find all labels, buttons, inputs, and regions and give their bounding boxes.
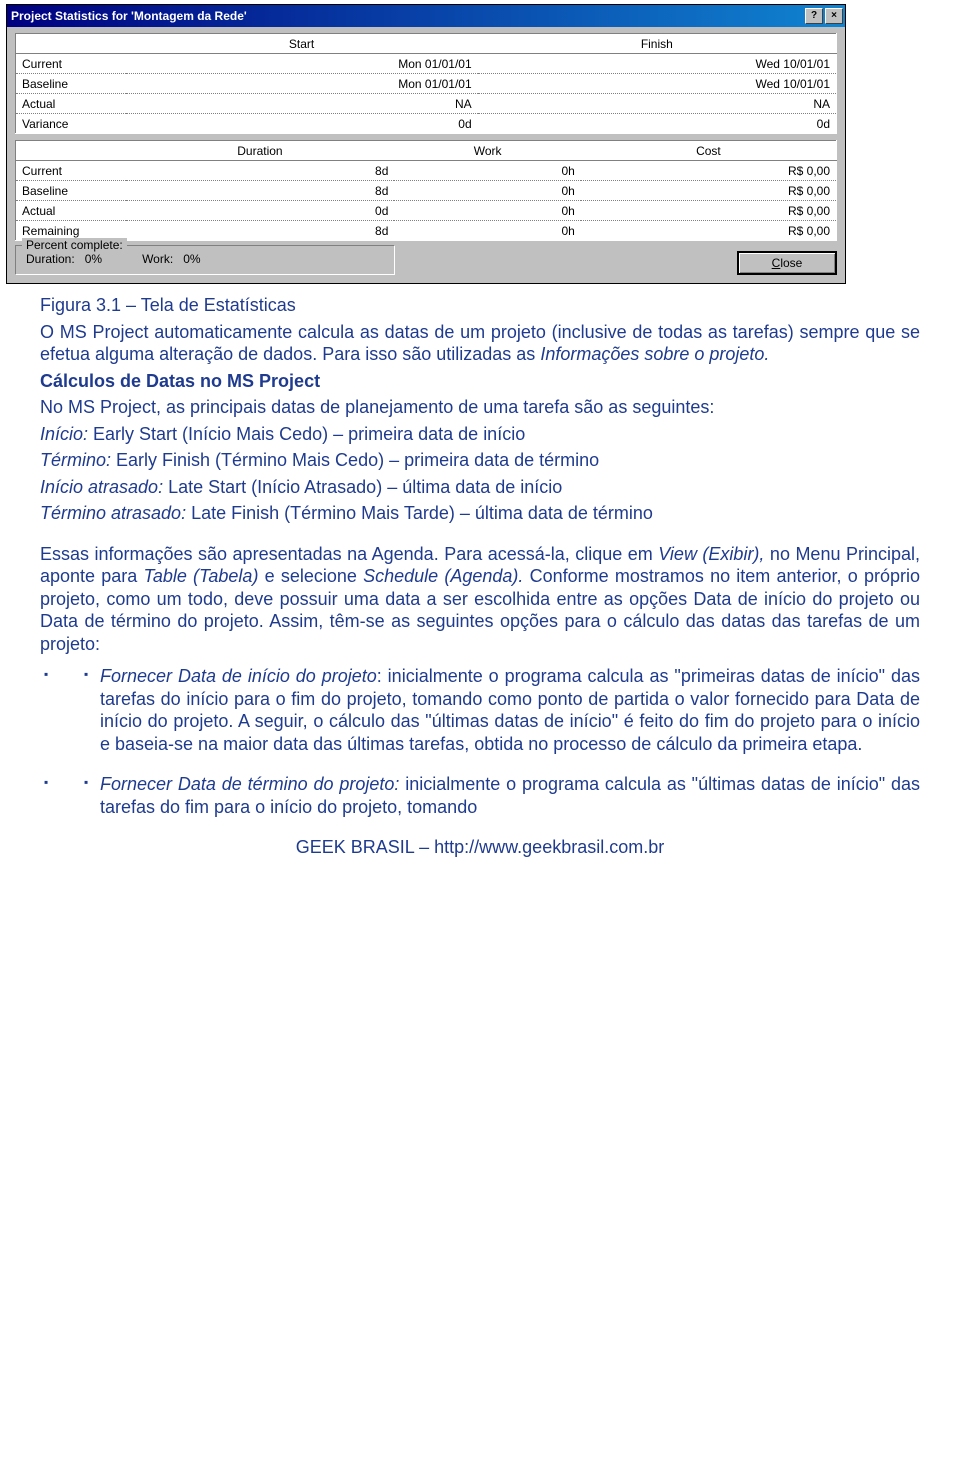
document-body: Figura 3.1 – Tela de Estatísticas O MS P…	[0, 284, 960, 859]
cell: R$ 0,00	[581, 161, 837, 181]
def-term: Término atrasado:	[40, 503, 186, 523]
bullet-item: ▪ Fornecer Data de início do projeto: in…	[44, 665, 920, 755]
cell: R$ 0,00	[581, 221, 837, 241]
table-row: Current Mon 01/01/01 Wed 10/01/01	[16, 54, 837, 74]
cell: NA	[478, 94, 837, 114]
cell: Wed 10/01/01	[478, 74, 837, 94]
help-button[interactable]: ?	[805, 8, 823, 24]
pc-work: Work: 0%	[142, 252, 200, 266]
close-button[interactable]: Close	[737, 251, 837, 275]
start-finish-table: Start Finish Current Mon 01/01/01 Wed 10…	[15, 33, 837, 134]
def-line: Início: Early Start (Início Mais Cedo) –…	[40, 423, 920, 446]
table1-h2: Finish	[478, 34, 837, 54]
row-label: Current	[16, 54, 126, 74]
pc-duration-value: 0%	[85, 252, 102, 266]
section-heading: Cálculos de Datas no MS Project	[40, 370, 920, 393]
bullet-square-icon: ▪	[84, 667, 88, 682]
intro-italic: Informações sobre o projeto.	[540, 344, 769, 364]
table1-h1: Start	[126, 34, 478, 54]
table-row: Variance 0d 0d	[16, 114, 837, 134]
intro-text: O MS Project automaticamente calcula as …	[40, 322, 920, 365]
cell: 0d	[126, 201, 395, 221]
row-label: Variance	[16, 114, 126, 134]
table-row: Remaining 8d 0h R$ 0,00	[16, 221, 837, 241]
def-rest: Late Finish (Término Mais Tarde) – últim…	[186, 503, 653, 523]
close-x-button[interactable]: ×	[825, 8, 843, 24]
row-label: Baseline	[16, 74, 126, 94]
project-statistics-dialog: Project Statistics for 'Montagem da Rede…	[6, 4, 846, 284]
pc-duration: Duration: 0%	[26, 252, 102, 266]
def-rest: Late Start (Início Atrasado) – última da…	[163, 477, 562, 497]
table-row: Baseline Mon 01/01/01 Wed 10/01/01	[16, 74, 837, 94]
cell: R$ 0,00	[581, 201, 837, 221]
cell: 0h	[394, 221, 580, 241]
cell: 0h	[394, 161, 580, 181]
def-line: Início atrasado: Late Start (Início Atra…	[40, 476, 920, 499]
figure-caption: Figura 3.1 – Tela de Estatísticas	[40, 294, 920, 317]
pc-work-label: Work:	[142, 252, 173, 266]
window-title: Project Statistics for 'Montagem da Rede…	[11, 9, 803, 23]
table-row: Actual 0d 0h R$ 0,00	[16, 201, 837, 221]
cell: 0h	[394, 201, 580, 221]
pc-work-value: 0%	[183, 252, 200, 266]
p2-view: View (Exibir),	[658, 544, 764, 564]
cell: Mon 01/01/01	[126, 54, 478, 74]
cell: 0d	[126, 114, 478, 134]
defs-intro: No MS Project, as principais datas de pl…	[40, 396, 920, 419]
pc-duration-label: Duration:	[26, 252, 75, 266]
table-row: Current 8d 0h R$ 0,00	[16, 161, 837, 181]
close-button-rest: lose	[780, 256, 802, 270]
table2-h1: Duration	[126, 141, 395, 161]
cell: 8d	[126, 181, 395, 201]
bullet1-lead: Fornecer Data de início do projeto	[100, 666, 377, 686]
p2-table: Table (Tabela)	[143, 566, 258, 586]
cell: Wed 10/01/01	[478, 54, 837, 74]
def-term: Término:	[40, 450, 111, 470]
def-term: Início atrasado:	[40, 477, 163, 497]
percent-complete-legend: Percent complete:	[22, 238, 127, 252]
cell: 0d	[478, 114, 837, 134]
cell: R$ 0,00	[581, 181, 837, 201]
bullet2-lead: Fornecer Data de término do projeto:	[100, 774, 399, 794]
page-footer: GEEK BRASIL – http://www.geekbrasil.com.…	[40, 836, 920, 859]
bullet-list: ▪ Fornecer Data de início do projeto: in…	[40, 665, 920, 818]
table2-h0	[16, 141, 126, 161]
def-line: Término atrasado: Late Finish (Término M…	[40, 502, 920, 525]
bullet-square-icon: ▪	[84, 775, 88, 790]
def-rest: Early Finish (Término Mais Cedo) – prime…	[111, 450, 599, 470]
dialog-body: Start Finish Current Mon 01/01/01 Wed 10…	[7, 27, 845, 283]
cell: 8d	[126, 161, 395, 181]
def-rest: Early Start (Início Mais Cedo) – primeir…	[88, 424, 525, 444]
table-row: Actual NA NA	[16, 94, 837, 114]
paragraph-2: Essas informações são apresentadas na Ag…	[40, 543, 920, 656]
cell: Mon 01/01/01	[126, 74, 478, 94]
cell: 8d	[126, 221, 395, 241]
def-line: Término: Early Finish (Término Mais Cedo…	[40, 449, 920, 472]
row-label: Baseline	[16, 181, 126, 201]
row-label: Actual	[16, 201, 126, 221]
row-label: Current	[16, 161, 126, 181]
p2a: Essas informações são apresentadas na Ag…	[40, 544, 658, 564]
p2-schedule: Schedule (Agenda).	[363, 566, 523, 586]
cell: NA	[126, 94, 478, 114]
cell: 0h	[394, 181, 580, 201]
p2c: e selecione	[258, 566, 363, 586]
table-row: Baseline 8d 0h R$ 0,00	[16, 181, 837, 201]
def-term: Início:	[40, 424, 88, 444]
table1-h0	[16, 34, 126, 54]
percent-complete-group: Percent complete: Duration: 0% Work: 0%	[15, 245, 395, 275]
row-label: Actual	[16, 94, 126, 114]
intro-paragraph: O MS Project automaticamente calcula as …	[40, 321, 920, 366]
definitions-block: No MS Project, as principais datas de pl…	[40, 396, 920, 525]
table2-h3: Cost	[581, 141, 837, 161]
duration-work-cost-table: Duration Work Cost Current 8d 0h R$ 0,00…	[15, 140, 837, 241]
bullet-item: ▪ Fornecer Data de término do projeto: i…	[44, 773, 920, 818]
titlebar: Project Statistics for 'Montagem da Rede…	[7, 5, 845, 27]
table2-h2: Work	[394, 141, 580, 161]
